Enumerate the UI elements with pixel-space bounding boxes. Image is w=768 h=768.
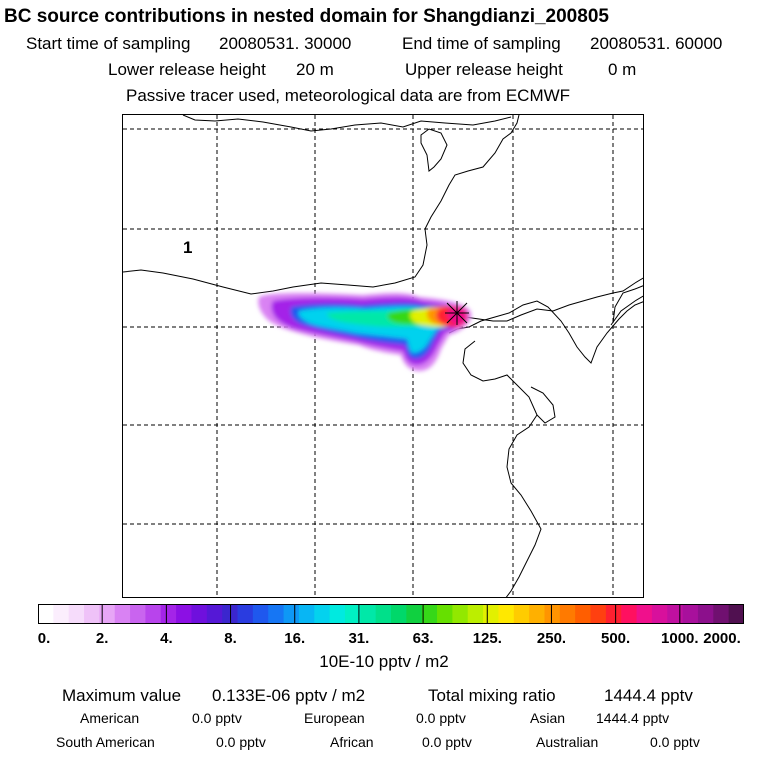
colorbar-cell bbox=[590, 604, 607, 624]
colorbar-cell bbox=[206, 604, 223, 624]
colorbar-cell bbox=[575, 604, 592, 624]
region-value-european: 0.0 pptv bbox=[416, 710, 466, 726]
coastlines-borders bbox=[123, 115, 643, 597]
colorbar-cells bbox=[38, 604, 744, 624]
colorbar-units: 10E-10 pptv / m2 bbox=[319, 652, 449, 671]
graticule bbox=[123, 115, 643, 597]
colorbar-cell bbox=[191, 604, 208, 624]
colorbar-tick-label: 500. bbox=[600, 630, 631, 647]
colorbar-cell bbox=[467, 604, 484, 624]
max-value-label: Maximum value bbox=[62, 686, 182, 705]
colorbar-tick-label: 16. bbox=[284, 630, 306, 647]
region-value-african: 0.0 pptv bbox=[422, 734, 472, 750]
upper-release-label: Upper release height bbox=[405, 60, 563, 79]
end-time-value: 20080531. 60000 bbox=[590, 34, 723, 53]
colorbar-cell bbox=[329, 604, 346, 624]
colorbar-tick-label: 0. bbox=[37, 630, 51, 647]
region-label: 1 bbox=[183, 238, 192, 257]
colorbar-cell bbox=[559, 604, 576, 624]
map-panel: 1 bbox=[122, 114, 644, 598]
colorbar-tick-label: 125. bbox=[472, 630, 502, 647]
colorbar-separators bbox=[101, 604, 681, 624]
colorbar-cell bbox=[636, 604, 653, 624]
colorbar-cell bbox=[651, 604, 668, 624]
colorbar-cell bbox=[283, 604, 300, 624]
lower-release-value: 20 m bbox=[296, 60, 334, 79]
total-mixing-value: 1444.4 pptv bbox=[604, 686, 693, 705]
tracer-note: Passive tracer used, meteorological data… bbox=[126, 86, 571, 105]
colorbar-cell bbox=[114, 604, 131, 624]
colorbar-cell bbox=[513, 604, 530, 624]
start-time-label: Start time of sampling bbox=[26, 34, 191, 53]
upper-release-value: 0 m bbox=[608, 60, 637, 79]
colorbar-cell bbox=[421, 604, 438, 624]
region-value-american: 0.0 pptv bbox=[192, 710, 242, 726]
colorbar-cell bbox=[529, 604, 546, 624]
total-mixing-label: Total mixing ratio bbox=[428, 686, 556, 705]
region-name-australian: Australian bbox=[536, 734, 599, 750]
colorbar-cell bbox=[360, 604, 377, 624]
colorbar-cell bbox=[38, 604, 54, 624]
region-value-south-american: 0.0 pptv bbox=[216, 734, 266, 750]
map-canvas: 1 bbox=[123, 115, 643, 597]
end-time-label: End time of sampling bbox=[402, 34, 561, 53]
region-name-african: African bbox=[330, 734, 374, 750]
colorbar-cell bbox=[667, 604, 684, 624]
colorbar-cell bbox=[498, 604, 515, 624]
colorbar-cell bbox=[237, 604, 254, 624]
colorbar-cell bbox=[437, 604, 453, 624]
colorbar-cell bbox=[406, 604, 423, 624]
colorbar-cell bbox=[544, 604, 561, 624]
colorbar-cell bbox=[53, 604, 70, 624]
colorbar-tick-label: 8. bbox=[224, 630, 237, 647]
start-time-value: 20080531. 30000 bbox=[219, 34, 352, 53]
colorbar bbox=[38, 604, 744, 624]
region-name-american: American bbox=[80, 710, 140, 726]
colorbar-tick-label: 63. bbox=[412, 630, 434, 647]
colorbar-tick-label: 1000. bbox=[661, 630, 699, 647]
receptor-star-icon bbox=[445, 301, 469, 325]
region-value-australian: 0.0 pptv bbox=[650, 734, 700, 750]
colorbar-cell bbox=[298, 604, 315, 624]
colorbar-cell bbox=[160, 604, 177, 624]
region-name-european: European bbox=[304, 710, 365, 726]
colorbar-cell bbox=[99, 604, 116, 624]
colorbar-cell bbox=[621, 604, 638, 624]
colorbar-cell bbox=[130, 604, 147, 624]
colorbar-cell bbox=[713, 604, 730, 624]
colorbar-cell bbox=[252, 604, 269, 624]
colorbar-cell bbox=[84, 604, 100, 624]
colorbar-tick-label: 31. bbox=[348, 630, 370, 647]
colorbar-cell bbox=[452, 604, 469, 624]
colorbar-tick-label: 250. bbox=[536, 630, 567, 647]
colorbar-cell bbox=[728, 604, 744, 624]
region-value-asian: 1444.4 pptv bbox=[596, 710, 670, 726]
colorbar-cell bbox=[682, 604, 699, 624]
colorbar-tick-label: 4. bbox=[160, 630, 173, 647]
region-name-asian: Asian bbox=[530, 710, 566, 726]
figure-title: BC source contributions in nested domain… bbox=[4, 6, 609, 27]
colorbar-cell bbox=[697, 604, 714, 624]
colorbar-cell bbox=[344, 604, 361, 624]
lower-release-label: Lower release height bbox=[108, 60, 266, 79]
colorbar-cell bbox=[483, 604, 500, 624]
colorbar-cell bbox=[391, 604, 407, 624]
colorbar-cell bbox=[605, 604, 622, 624]
colorbar-cell bbox=[268, 604, 285, 624]
colorbar-cell bbox=[145, 604, 162, 624]
colorbar-tick-label: 2000. bbox=[703, 630, 741, 647]
plume bbox=[258, 293, 472, 371]
region-name-south-american: South American bbox=[56, 734, 155, 750]
colorbar-cell bbox=[375, 604, 392, 624]
colorbar-tick-label: 2. bbox=[95, 630, 109, 647]
colorbar-cell bbox=[176, 604, 193, 624]
colorbar-cell bbox=[68, 604, 85, 624]
colorbar-cell bbox=[314, 604, 331, 624]
max-value: 0.133E-06 pptv / m2 bbox=[212, 686, 366, 705]
colorbar-frame bbox=[38, 604, 744, 624]
